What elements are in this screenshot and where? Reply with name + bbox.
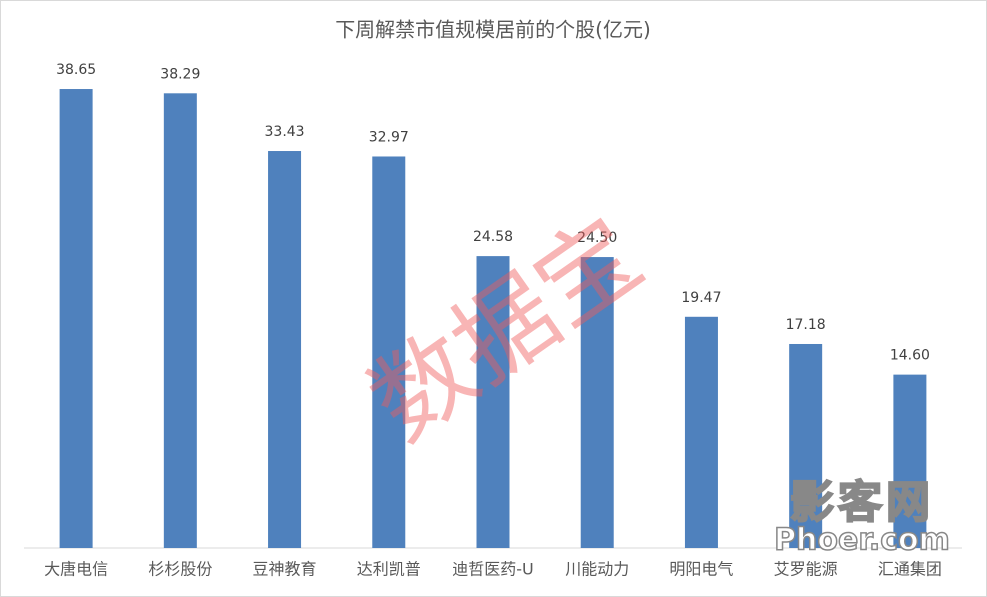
x-tick-label: 豆神教育 <box>253 560 317 579</box>
x-tick-label: 达利凯普 <box>357 560 421 579</box>
value-label: 32.97 <box>369 129 409 145</box>
value-label: 14.60 <box>890 348 930 364</box>
value-label: 38.29 <box>160 66 200 82</box>
value-label: 19.47 <box>681 290 721 306</box>
chart-title: 下周解禁市值规模居前的个股(亿元) <box>335 18 651 42</box>
bar <box>372 156 406 548</box>
x-tick-label: 汇通集团 <box>878 560 942 579</box>
bar <box>893 374 927 548</box>
value-label: 38.65 <box>56 62 96 78</box>
bar <box>163 93 197 549</box>
value-label: 17.18 <box>786 317 826 333</box>
x-tick-label: 杉杉股份 <box>148 560 212 579</box>
x-tick-label: 艾罗能源 <box>774 560 838 579</box>
bar <box>789 343 823 548</box>
bar <box>684 316 718 548</box>
watermark-logo: 影客网 <box>790 477 934 528</box>
x-tick-label: 明阳电气 <box>669 560 733 579</box>
x-tick-label: 川能动力 <box>565 560 629 579</box>
value-label: 24.58 <box>473 229 513 245</box>
bar <box>476 256 510 548</box>
value-label: 24.50 <box>577 230 617 246</box>
x-tick-label: 大唐电信 <box>44 560 108 579</box>
value-label: 33.43 <box>265 124 305 140</box>
bar <box>580 257 614 548</box>
watermark-url: Phoer.com <box>774 523 950 558</box>
bar <box>268 151 302 549</box>
x-tick-label: 迪哲医药-U <box>452 560 534 579</box>
bar <box>59 89 93 548</box>
